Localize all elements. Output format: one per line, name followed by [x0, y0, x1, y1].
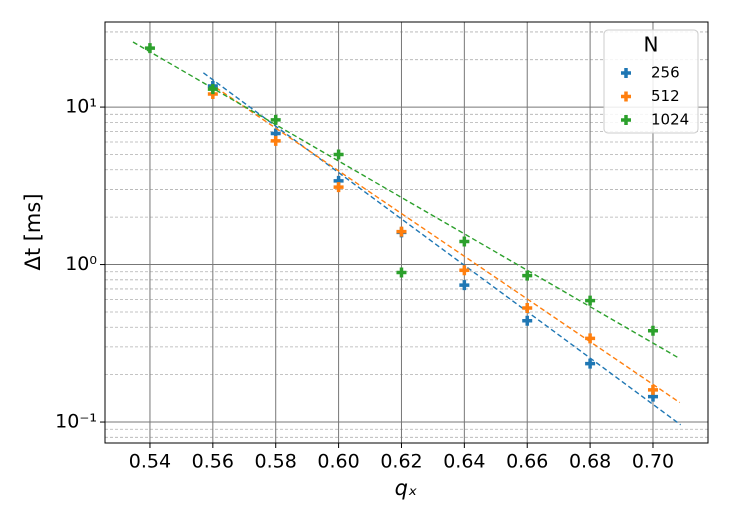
x-tick-label: 0.64 [443, 451, 485, 473]
marker [459, 265, 470, 276]
x-tick-label: 0.54 [129, 451, 171, 473]
x-tick-label: 0.56 [192, 451, 234, 473]
y-tick-label: 10⁰ [65, 253, 97, 275]
marker [333, 149, 344, 160]
marker [459, 236, 470, 247]
y-axis-label: Δt [ms] [21, 193, 45, 270]
marker [585, 295, 596, 306]
x-tick-label: 0.66 [506, 451, 548, 473]
x-tick-label: 0.70 [632, 451, 674, 473]
x-axis-label: qₓ [395, 476, 418, 500]
legend-label: 256 [651, 64, 680, 82]
marker [144, 43, 155, 54]
x-tick-label: 0.60 [317, 451, 359, 473]
marker [585, 358, 596, 369]
marker [270, 135, 281, 146]
legend-label: 512 [651, 87, 680, 105]
legend-marker [621, 68, 631, 78]
marker [333, 182, 344, 193]
x-tick-label: 0.68 [569, 451, 611, 473]
marker [459, 280, 470, 291]
marker [522, 270, 533, 281]
marker [585, 333, 596, 344]
marker [207, 84, 218, 95]
marker [647, 325, 658, 336]
x-tick-label: 0.58 [255, 451, 297, 473]
fit-line [215, 87, 681, 404]
legend-marker [621, 91, 631, 102]
legend-box [603, 29, 699, 134]
x-tick-label: 0.62 [380, 451, 422, 473]
marker [522, 302, 533, 313]
legend-marker [621, 115, 631, 125]
marker [396, 226, 407, 237]
fit-line [132, 41, 681, 360]
marker [522, 315, 533, 326]
marker [270, 114, 281, 125]
plot-frame [104, 21, 709, 444]
fit-line [202, 72, 682, 426]
y-tick-label: 10⁻¹ [55, 411, 97, 433]
marker [396, 267, 407, 278]
legend-title: N [644, 33, 659, 57]
legend-label: 1024 [651, 111, 689, 129]
y-tick-label: 10¹ [65, 96, 97, 118]
marker [647, 384, 658, 395]
